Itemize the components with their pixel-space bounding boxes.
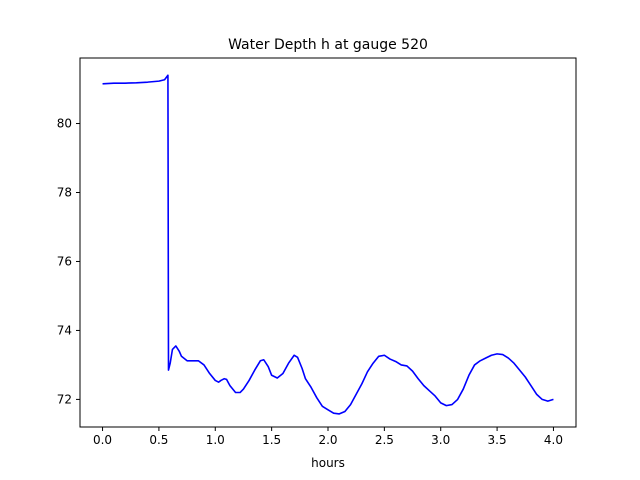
x-axis-label: hours	[311, 456, 345, 470]
y-tick-label: 72	[57, 392, 72, 406]
x-tick-label: 0.5	[149, 433, 168, 447]
chart-title: Water Depth h at gauge 520	[228, 37, 428, 53]
x-tick-label: 3.5	[488, 433, 507, 447]
series-layer	[102, 74, 554, 415]
x-tick-label: 4.0	[544, 433, 563, 447]
y-tick-label: 80	[57, 117, 72, 131]
y-tick-label: 74	[57, 323, 72, 337]
x-tick-label: 3.0	[431, 433, 450, 447]
plot-frame	[79, 57, 577, 428]
x-tick-label: 2.0	[318, 433, 337, 447]
x-axis-ticks: 0.0 0.5 1.0 1.5 2.0 2.5 3.0 3.5 4.0	[93, 427, 563, 447]
x-tick-label: 0.0	[93, 433, 112, 447]
x-tick-label: 1.0	[206, 433, 225, 447]
y-tick-label: 76	[57, 254, 72, 268]
x-tick-label: 1.5	[262, 433, 281, 447]
plot-area: 0.0 0.5 1.0 1.5 2.0 2.5 3.0 3.5 4.0 72 74 76 78 80	[57, 57, 577, 447]
y-tick-label: 78	[57, 185, 72, 199]
y-axis-ticks: 72 74 76 78 80	[57, 117, 80, 406]
x-tick-label: 2.5	[375, 433, 394, 447]
series-line	[102, 74, 554, 415]
